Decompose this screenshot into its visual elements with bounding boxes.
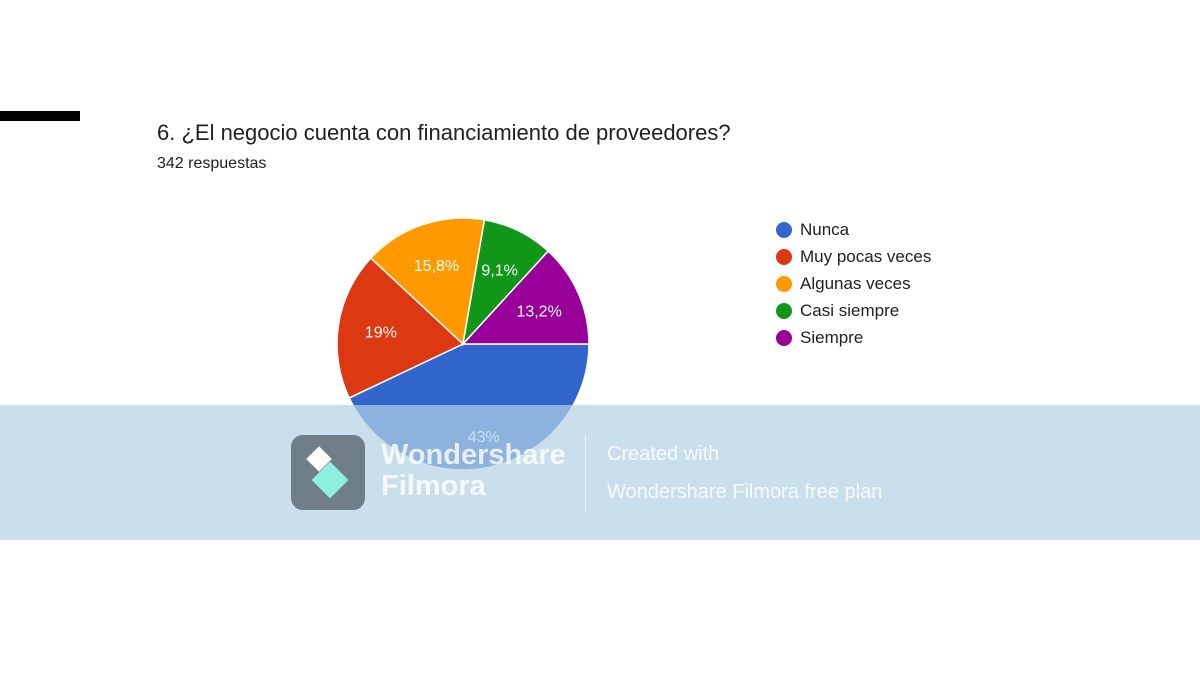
watermark-brand-line1: Wondershare bbox=[381, 439, 566, 471]
legend-label: Muy pocas veces bbox=[800, 246, 932, 266]
legend-label: Casi siempre bbox=[800, 300, 900, 320]
watermark-brand-line2: Filmora bbox=[381, 470, 486, 502]
legend-label: Siempre bbox=[800, 327, 864, 347]
legend-item-siempre: Siempre bbox=[776, 324, 931, 351]
pie-data-label: 13,2% bbox=[516, 304, 561, 321]
watermark-created-with: Created with bbox=[607, 443, 720, 465]
response-count: 342 respuestas bbox=[157, 155, 267, 172]
watermark-brand: Wondershare Filmora bbox=[381, 440, 566, 502]
chart-legend: Nunca Muy pocas veces Algunas veces Casi… bbox=[776, 216, 931, 351]
legend-swatch bbox=[776, 329, 792, 346]
watermark-plan: Wondershare Filmora free plan bbox=[607, 481, 883, 503]
legend-swatch bbox=[776, 275, 792, 292]
legend-swatch bbox=[776, 248, 792, 265]
pie-slice-muy-pocas-veces bbox=[336, 257, 465, 399]
pie-data-label: 15,8% bbox=[414, 258, 459, 275]
watermark-band bbox=[0, 405, 1200, 540]
legend-swatch bbox=[776, 221, 792, 238]
question-title: 6. ¿El negocio cuenta con financiamiento… bbox=[157, 120, 731, 145]
legend-swatch bbox=[776, 302, 792, 319]
accent-bar bbox=[0, 111, 80, 121]
legend-item-algunas-veces: Algunas veces bbox=[776, 270, 931, 297]
legend-item-casi-siempre: Casi siempre bbox=[776, 297, 931, 324]
legend-item-nunca: Nunca bbox=[776, 216, 931, 243]
pie-slice-algunas-veces bbox=[369, 217, 486, 346]
watermark-divider bbox=[585, 435, 586, 511]
filmora-logo-icon bbox=[291, 435, 365, 510]
legend-label: Nunca bbox=[800, 219, 850, 239]
pie-slice-siempre bbox=[461, 250, 590, 345]
legend-label: Algunas veces bbox=[800, 273, 911, 293]
legend-item-muy-pocas-veces: Muy pocas veces bbox=[776, 243, 931, 270]
pie-data-label: 19% bbox=[365, 324, 397, 341]
pie-data-label: 9,1% bbox=[481, 262, 517, 279]
